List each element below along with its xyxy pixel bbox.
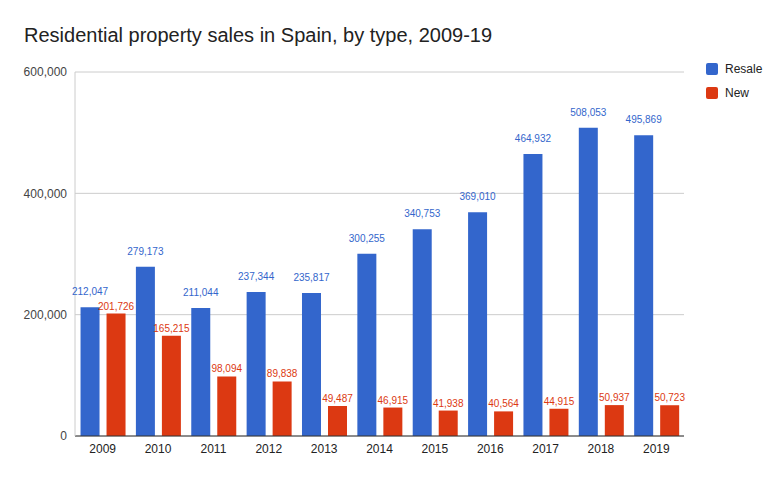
svg-text:2010: 2010 [145,442,172,456]
svg-text:0: 0 [60,429,67,443]
svg-text:211,044: 211,044 [183,287,219,298]
svg-text:212,047: 212,047 [72,286,109,297]
svg-text:44,915: 44,915 [544,396,575,407]
svg-text:2015: 2015 [422,442,449,456]
svg-text:2017: 2017 [532,442,559,456]
svg-text:2012: 2012 [255,442,282,456]
svg-text:50,937: 50,937 [599,392,630,403]
svg-text:2011: 2011 [201,442,227,456]
svg-text:495,869: 495,869 [626,114,663,125]
svg-text:600,000: 600,000 [24,65,68,79]
svg-text:2014: 2014 [366,442,393,456]
html-text:Resale: Resale [725,62,763,76]
svg-text:98,094: 98,094 [211,363,242,374]
svg-text:235,817: 235,817 [293,272,330,283]
svg-text:201,726: 201,726 [98,301,135,312]
svg-text:165,215: 165,215 [153,323,190,334]
svg-text:464,932: 464,932 [515,133,552,144]
svg-text:2009: 2009 [89,442,116,456]
svg-text:508,053: 508,053 [570,107,607,118]
svg-text:237,344: 237,344 [238,271,275,282]
svg-text:200,000: 200,000 [24,308,68,322]
html-text:New: New [725,86,749,100]
svg-text:400,000: 400,000 [24,187,68,201]
svg-text:2016: 2016 [477,442,504,456]
svg-text:279,173: 279,173 [127,246,164,257]
html-text:Residential property sales in: Residential property sales in Spain, by … [24,24,493,46]
svg-text:89,838: 89,838 [267,368,298,379]
svg-text:40,564: 40,564 [488,398,519,409]
svg-text:49,487: 49,487 [322,393,353,404]
svg-text:2019: 2019 [643,442,670,456]
svg-text:340,753: 340,753 [404,208,441,219]
svg-text:369,010: 369,010 [460,191,497,202]
svg-text:300,255: 300,255 [349,233,386,244]
svg-text:2013: 2013 [311,442,338,456]
svg-text:50,723: 50,723 [654,392,685,403]
svg-text:46,915: 46,915 [378,395,409,406]
svg-text:41,938: 41,938 [433,398,464,409]
svg-text:2018: 2018 [588,442,615,456]
